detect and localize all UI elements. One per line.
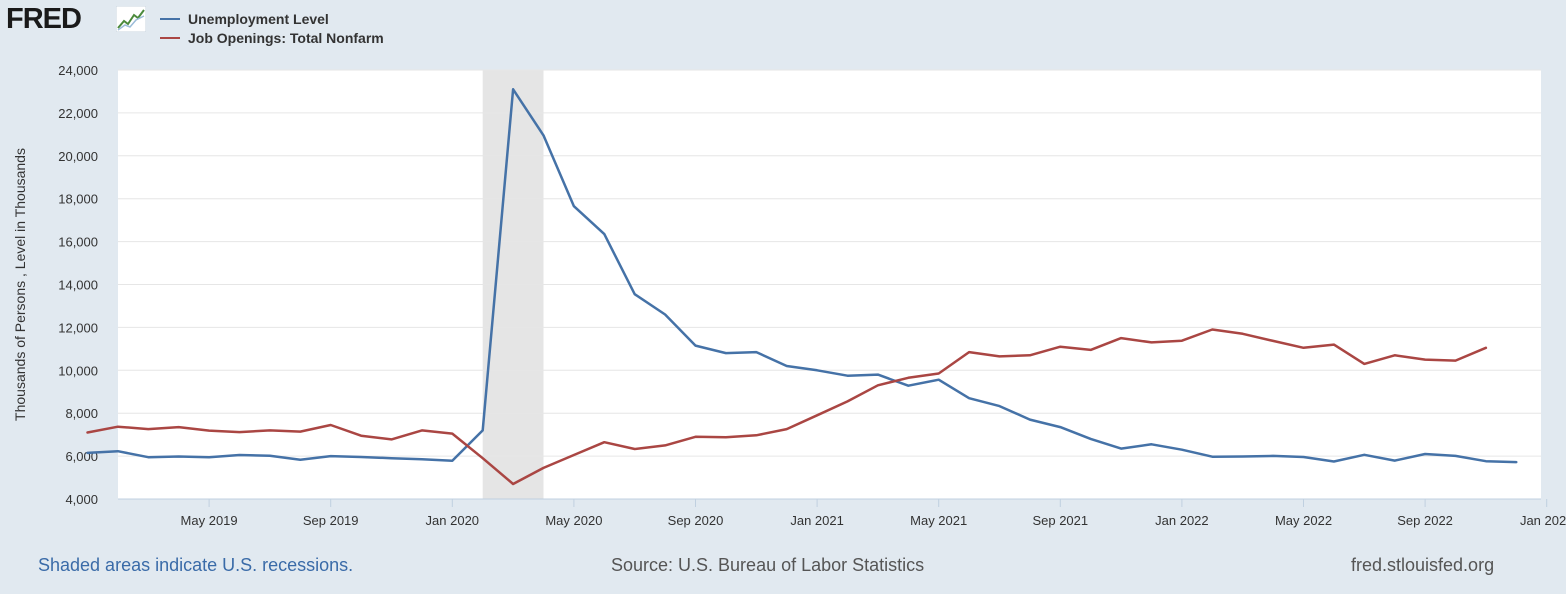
- legend-swatch-job-openings: [160, 36, 180, 39]
- site-url: fred.stlouisfed.org: [1351, 555, 1495, 575]
- x-tick-label: May 2019: [181, 513, 238, 528]
- x-tick-label: May 2022: [1275, 513, 1332, 528]
- x-tick-label: Jan 2022: [1155, 513, 1209, 528]
- line-graph-icon: [116, 6, 146, 32]
- fred-logo[interactable]: FRED: [6, 3, 82, 35]
- chart-legend: Unemployment Level Job Openings: Total N…: [160, 9, 384, 47]
- y-tick-label: 18,000: [58, 192, 98, 207]
- y-tick-label: 8,000: [65, 406, 98, 421]
- y-axis-title: Thousands of Persons , Level in Thousand…: [12, 148, 28, 421]
- x-tick-label: Jan 2023: [1520, 513, 1566, 528]
- legend-label-job-openings: Job Openings: Total Nonfarm: [188, 29, 384, 46]
- x-tick-label: Sep 2022: [1397, 513, 1453, 528]
- series-line-job-openings[interactable]: [86, 328, 1488, 486]
- y-tick-label: 22,000: [58, 106, 98, 121]
- y-tick-label: 4,000: [65, 492, 98, 507]
- x-tick-label: May 2020: [545, 513, 602, 528]
- legend-item-unemployment[interactable]: Unemployment Level: [160, 9, 384, 28]
- x-tick-label: Sep 2020: [668, 513, 724, 528]
- recession-note-link[interactable]: Shaded areas indicate U.S. recessions.: [38, 555, 354, 575]
- x-tick-label: Jan 2020: [426, 513, 480, 528]
- x-tick-label: May 2021: [910, 513, 967, 528]
- y-tick-label: 16,000: [58, 235, 98, 250]
- legend-label-unemployment: Unemployment Level: [188, 10, 329, 27]
- legend-swatch-unemployment: [160, 17, 180, 20]
- legend-item-job-openings[interactable]: Job Openings: Total Nonfarm: [160, 28, 384, 47]
- x-tick-label: Sep 2019: [303, 513, 359, 528]
- series-line-unemployment[interactable]: [86, 88, 1518, 464]
- source-text: Source: U.S. Bureau of Labor Statistics: [611, 555, 925, 575]
- y-tick-label: 20,000: [58, 149, 98, 164]
- y-tick-label: 24,000: [58, 63, 98, 78]
- y-tick-label: 10,000: [58, 363, 98, 378]
- y-tick-label: 14,000: [58, 278, 98, 293]
- y-tick-label: 12,000: [58, 320, 98, 335]
- x-tick-label: Sep 2021: [1032, 513, 1088, 528]
- x-tick-label: Jan 2021: [790, 513, 844, 528]
